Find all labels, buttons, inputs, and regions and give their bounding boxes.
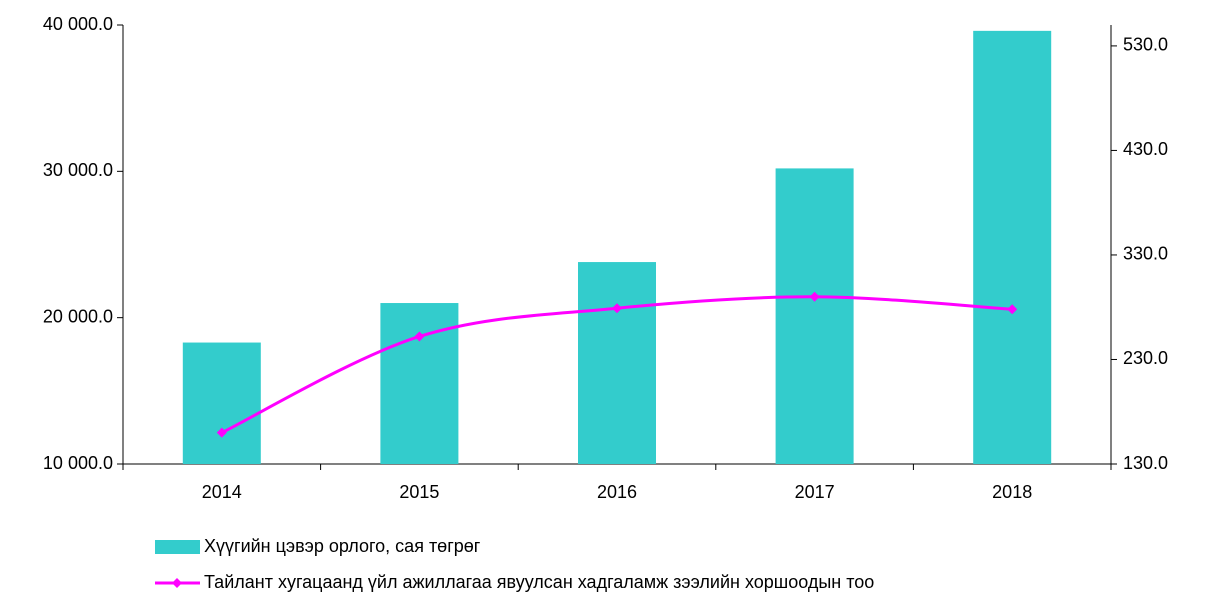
x-tick-label: 2017 [795, 482, 835, 502]
bar [578, 262, 656, 464]
legend-label: Хүүгийн цэвэр орлого, сая төгрөг [204, 536, 481, 556]
point [414, 331, 425, 342]
x-tick-label: 2014 [202, 482, 242, 502]
bar [775, 168, 854, 464]
point [809, 291, 820, 302]
bar [973, 30, 1052, 464]
point [1007, 304, 1018, 315]
legend-label: Тайлант хугацаанд үйл ажиллагаа явуулсан… [204, 572, 874, 592]
legend-swatch [155, 540, 200, 554]
bar [182, 342, 261, 464]
y-tick-label: 10 000.0 [43, 453, 113, 473]
y-tick-label: 40 000.0 [43, 14, 113, 34]
y2-tick-label: 230.0 [1123, 348, 1168, 368]
x-tick-label: 2018 [992, 482, 1032, 502]
x-tick-label: 2016 [597, 482, 637, 502]
y2-tick-label: 530.0 [1123, 35, 1168, 55]
y-tick-label: 30 000.0 [43, 160, 113, 180]
y2-tick-label: 130.0 [1123, 453, 1168, 473]
y2-tick-label: 430.0 [1123, 139, 1168, 159]
point [612, 303, 622, 314]
point [216, 427, 227, 438]
bar [380, 303, 459, 464]
y-tick-label: 20 000.0 [43, 306, 113, 326]
legend-swatch [172, 578, 182, 588]
y2-tick-label: 330.0 [1123, 244, 1168, 264]
x-tick-label: 2015 [399, 482, 439, 502]
